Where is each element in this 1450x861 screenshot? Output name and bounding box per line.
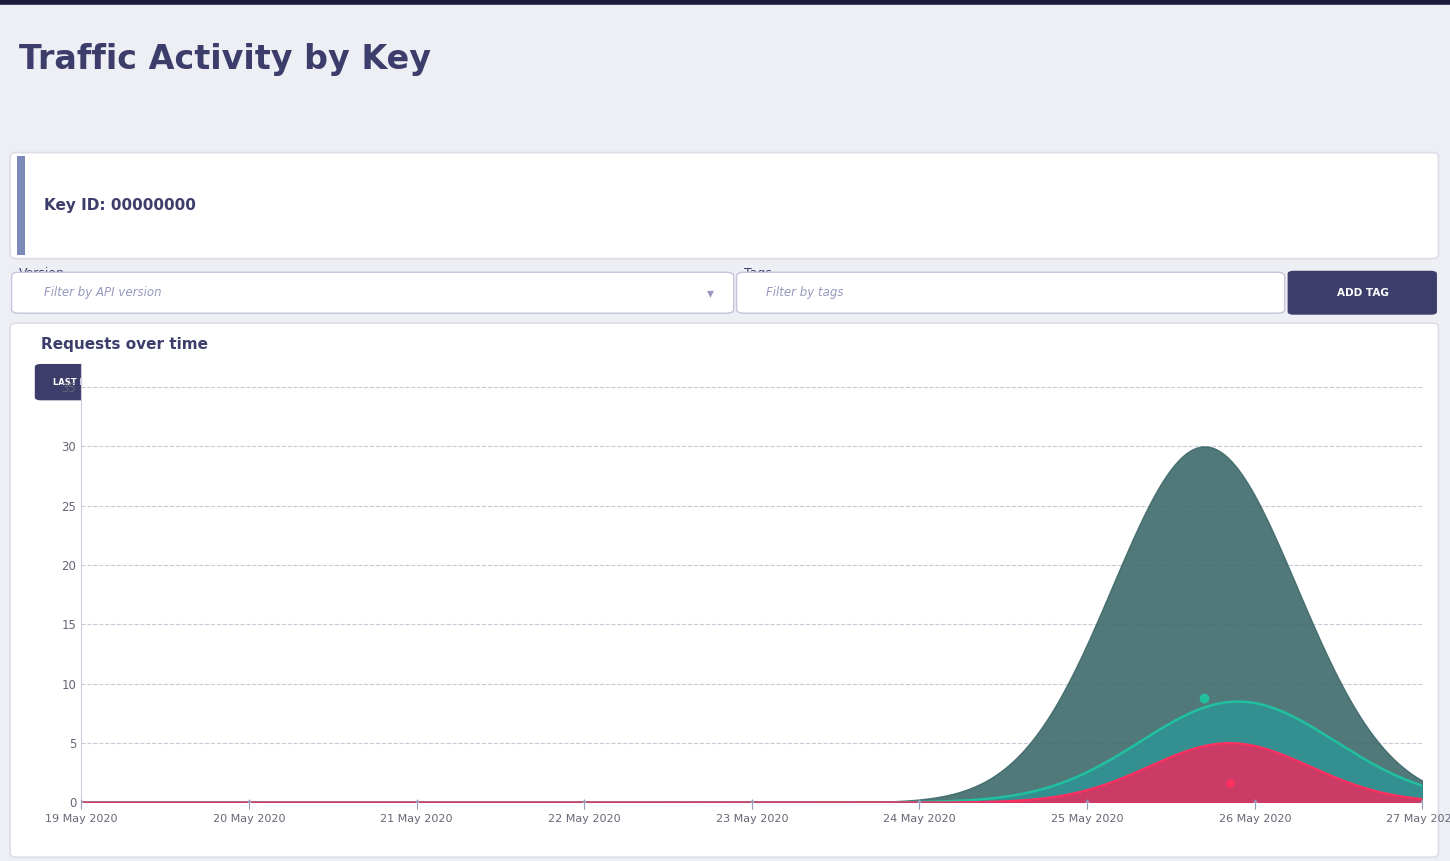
Text: Key ID: 00000000: Key ID: 00000000 (44, 198, 196, 214)
Text: ADD TAG: ADD TAG (1337, 288, 1389, 298)
Text: Traffic Activity by Key: Traffic Activity by Key (19, 43, 431, 77)
FancyBboxPatch shape (1288, 270, 1437, 315)
Text: Tags: Tags (744, 267, 771, 281)
Text: PERIOD: PERIOD (515, 363, 555, 374)
FancyBboxPatch shape (35, 364, 496, 400)
Text: Version: Version (19, 267, 65, 281)
Text: CUSTOM DATE: CUSTOM DATE (355, 378, 422, 387)
Text: ▐▌: ▐▌ (1330, 377, 1344, 387)
Text: ⬇: ⬇ (1380, 377, 1389, 387)
FancyBboxPatch shape (17, 157, 25, 255)
FancyBboxPatch shape (1312, 365, 1362, 400)
FancyBboxPatch shape (737, 272, 1285, 313)
Text: ▾: ▾ (471, 377, 477, 387)
FancyBboxPatch shape (12, 272, 734, 313)
Text: Filter by API version: Filter by API version (44, 286, 161, 300)
Text: LAST WEEK: LAST WEEK (160, 378, 212, 387)
Text: Requests over time: Requests over time (41, 337, 207, 352)
FancyBboxPatch shape (10, 323, 1438, 858)
FancyBboxPatch shape (502, 364, 612, 400)
Text: Date range: Date range (41, 363, 107, 376)
Text: LAST DAY: LAST DAY (258, 378, 304, 387)
Text: LAST MONTH: LAST MONTH (54, 378, 115, 387)
Text: DAILY  ▾: DAILY ▾ (523, 377, 567, 387)
FancyBboxPatch shape (10, 152, 1438, 258)
Text: Filter by tags: Filter by tags (766, 286, 842, 300)
Text: ▾: ▾ (708, 286, 713, 300)
Text: ╱: ╱ (1285, 375, 1293, 390)
FancyBboxPatch shape (1264, 365, 1314, 400)
Text: Chart type: Chart type (1244, 363, 1306, 376)
FancyBboxPatch shape (1360, 365, 1409, 400)
